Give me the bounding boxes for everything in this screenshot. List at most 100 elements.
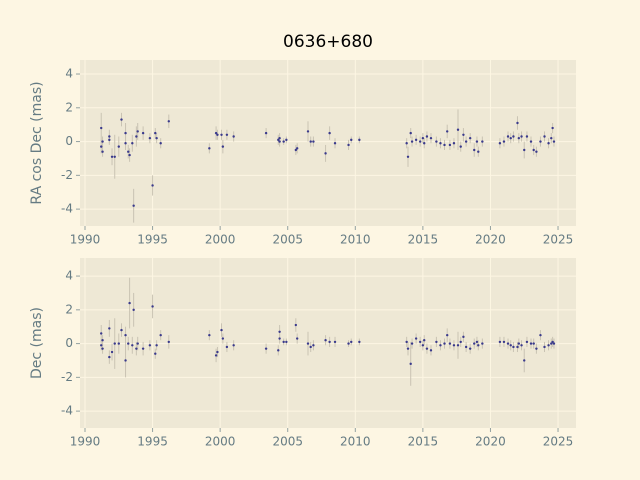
data-point [456, 344, 460, 347]
data-point [468, 136, 472, 140]
data-point [477, 150, 480, 153]
data-point [456, 128, 460, 131]
data-point [418, 340, 422, 344]
data-point [551, 126, 554, 130]
data-point [539, 140, 542, 143]
y-axis-label: RA cos Dec (mas) [29, 81, 45, 204]
y-tick-label: -2 [61, 168, 73, 182]
data-point [462, 133, 465, 137]
x-tick-label: 1995 [137, 435, 168, 449]
data-point [347, 143, 350, 147]
data-point [552, 140, 556, 143]
data-point [464, 140, 468, 143]
data-point [509, 136, 512, 140]
y-tick-label: 0 [65, 336, 73, 350]
data-point [108, 135, 111, 138]
data-point [124, 142, 127, 145]
data-point [155, 136, 158, 140]
data-point [294, 323, 298, 327]
data-point [421, 136, 425, 140]
data-point [294, 148, 298, 152]
data-point [306, 130, 310, 133]
data-point [108, 355, 111, 359]
data-point [535, 347, 538, 350]
data-point [324, 152, 327, 155]
x-tick-label: 2015 [408, 233, 439, 247]
x-tick-label: 2010 [340, 435, 371, 449]
data-point [459, 145, 462, 148]
data-point [481, 342, 484, 345]
data-point [148, 136, 152, 140]
data-point [414, 138, 418, 142]
x-tick-label: 2005 [272, 233, 303, 247]
y-tick-label: 2 [65, 302, 73, 316]
data-point [141, 131, 145, 135]
data-point [128, 153, 131, 157]
data-point [159, 142, 162, 145]
data-point [324, 339, 327, 342]
data-point [135, 347, 138, 350]
x-tick-label: 2010 [340, 233, 371, 247]
data-point [475, 340, 479, 344]
data-point [523, 148, 526, 152]
data-point [100, 126, 103, 130]
data-point [232, 344, 235, 347]
data-point [350, 138, 353, 142]
data-point [525, 340, 529, 344]
data-point [425, 135, 429, 138]
data-point [406, 347, 410, 350]
data-point [506, 342, 510, 345]
x-tick-label: 2005 [272, 435, 303, 449]
data-point [448, 143, 452, 147]
data-point [498, 340, 502, 344]
data-point [278, 330, 281, 333]
data-point [136, 342, 139, 345]
data-point [532, 148, 535, 152]
data-point [477, 344, 480, 347]
data-point [535, 150, 538, 153]
data-point [409, 362, 412, 366]
data-point [216, 350, 219, 354]
data-point [100, 145, 103, 148]
data-point [127, 150, 130, 153]
y-axis-label: Dec (mas) [29, 307, 45, 379]
data-point [136, 130, 139, 133]
data-point [216, 133, 219, 137]
data-point [502, 340, 506, 344]
data-point [446, 130, 449, 133]
data-point [306, 342, 310, 345]
data-point [110, 350, 114, 354]
data-point [506, 135, 510, 138]
data-point [295, 147, 299, 150]
data-point [347, 342, 350, 345]
data-point [517, 342, 521, 345]
data-point [278, 140, 281, 143]
data-point [278, 136, 281, 140]
data-point [498, 142, 502, 145]
data-point [113, 155, 116, 158]
data-point [312, 344, 315, 347]
data-point [110, 155, 114, 158]
data-point [429, 136, 433, 140]
data-point [406, 155, 410, 158]
data-point [278, 337, 281, 340]
data-point [277, 349, 280, 352]
data-point [516, 345, 519, 349]
data-point [154, 131, 157, 135]
data-point [328, 340, 331, 344]
data-point [481, 140, 484, 143]
data-point [120, 328, 123, 332]
data-point [552, 342, 556, 345]
data-point [141, 347, 145, 350]
x-tick-label: 2025 [543, 435, 574, 449]
data-point [124, 333, 127, 337]
data-point [120, 118, 123, 121]
x-tick-label: 1990 [70, 233, 101, 247]
data-point [101, 150, 104, 153]
data-point [167, 120, 170, 123]
data-point [516, 121, 519, 125]
data-point [525, 135, 529, 138]
y-tick-label: 2 [65, 100, 73, 114]
